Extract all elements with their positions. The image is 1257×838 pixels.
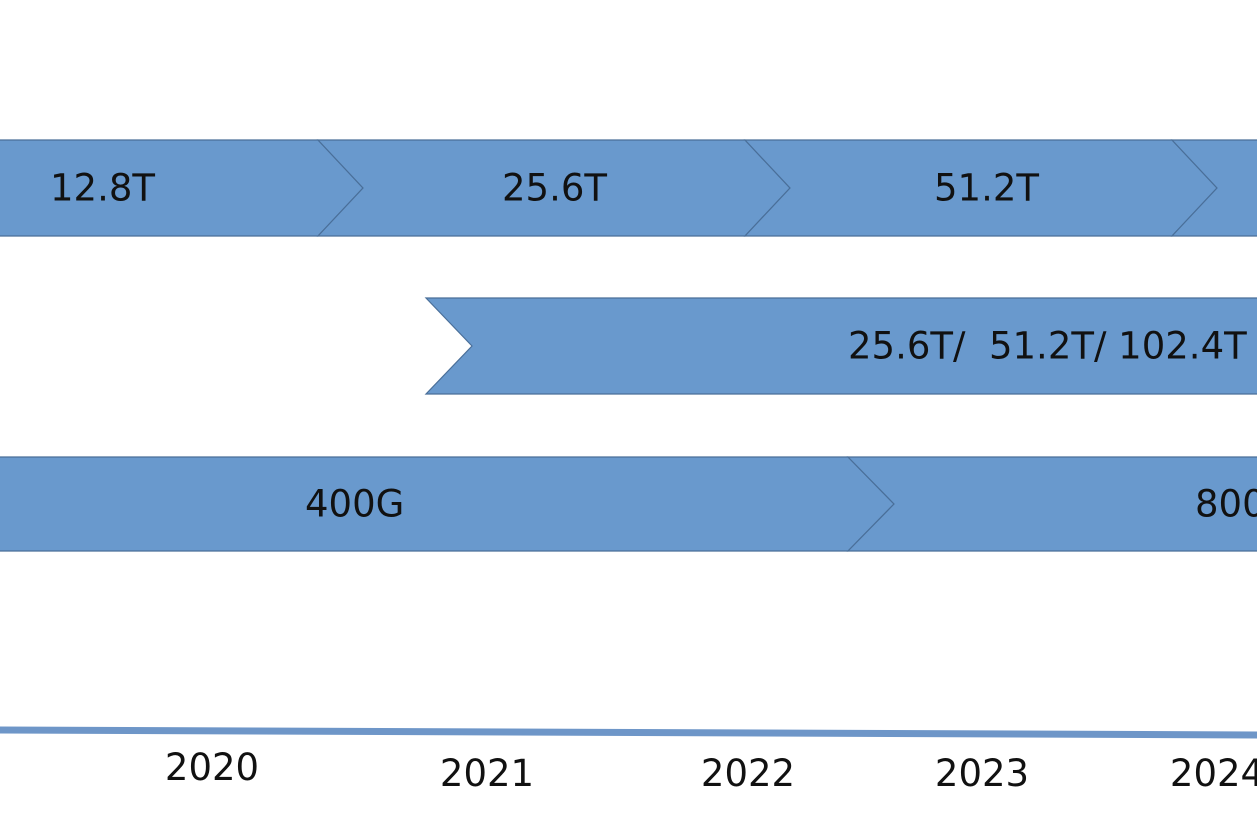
year-2023: 2023 [935,752,1029,795]
timeline: 2020 2021 2022 2023 2024 [0,726,1257,795]
chevron-capacity-range [424,297,1257,395]
row-switch-capacity: 12.8T 25.6T 51.2T [0,139,1257,237]
label-800: 800 [1195,483,1257,526]
timeline-axis [0,726,1257,739]
chevron-800 [846,456,1257,552]
row-port-speed: 400G 800 [0,456,1257,552]
chevron-next [1170,139,1257,237]
year-2021: 2021 [440,752,534,795]
year-2024: 2024 [1170,752,1257,795]
label-51-2t: 51.2T [934,167,1039,210]
label-400g: 400G [305,483,404,526]
year-2022: 2022 [701,752,795,795]
row-capacity-range: 25.6T/ 51.2T/ 102.4T [424,297,1257,395]
chevron-400g [0,456,895,552]
label-12-8t: 12.8T [50,167,155,210]
label-25-6t: 25.6T [502,167,607,210]
label-capacity-range: 25.6T/ 51.2T/ 102.4T [848,325,1247,368]
year-2020: 2020 [165,746,259,789]
